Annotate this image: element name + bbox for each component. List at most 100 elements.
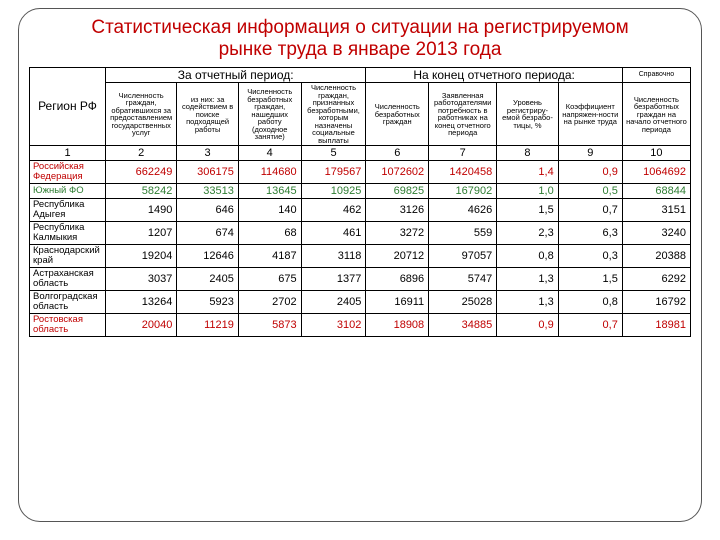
cell-value: 69825 [366,184,429,199]
page-title: Статистическая информация о ситуации на … [69,17,651,61]
cell-value: 3102 [301,313,366,336]
table-row: Астраханская область30372405675137768965… [30,268,691,291]
cell-value: 0,3 [558,245,622,268]
cell-value: 675 [238,268,301,291]
cell-value: 461 [301,222,366,245]
cell-value: 0,7 [558,313,622,336]
col-number: 10 [622,146,690,161]
header-row-groups: Регион РФ За отчетный период: На конец о… [30,67,691,83]
cell-value: 0,7 [558,199,622,222]
cell-value: 20040 [106,313,177,336]
cell-value: 19204 [106,245,177,268]
cell-value: 1377 [301,268,366,291]
col-subheader: Численность безработных граждан, нашедши… [238,83,301,146]
cell-region: Краснодарский край [30,245,106,268]
cell-value: 6,3 [558,222,622,245]
header-row-sub: Численность граждан, обратившихся за пре… [30,83,691,146]
cell-value: 0,5 [558,184,622,199]
col-group-ref: Справочно [622,67,690,83]
cell-value: 68 [238,222,301,245]
cell-value: 0,9 [558,161,622,184]
col-subheader: из них: за содействием в поиске подходящ… [177,83,238,146]
col-number: 7 [429,146,497,161]
col-subheader: Численность граждан, признанных безработ… [301,83,366,146]
cell-value: 34885 [429,313,497,336]
cell-region: Ростовская область [30,313,106,336]
col-number: 6 [366,146,429,161]
cell-value: 58242 [106,184,177,199]
cell-value: 179567 [301,161,366,184]
cell-value: 25028 [429,290,497,313]
cell-value: 6896 [366,268,429,291]
col-region: Регион РФ [30,67,106,146]
col-group-end: На конец отчетного периода: [366,67,622,83]
cell-value: 2702 [238,290,301,313]
cell-value: 20712 [366,245,429,268]
cell-value: 5923 [177,290,238,313]
cell-value: 1,5 [497,199,558,222]
cell-value: 1,0 [497,184,558,199]
cell-value: 4626 [429,199,497,222]
cell-value: 0,8 [497,245,558,268]
cell-value: 3272 [366,222,429,245]
cell-region: Волгоградская область [30,290,106,313]
col-subheader: Заявленная работодателями потребность в … [429,83,497,146]
col-subheader: Коэффициент напряжен-ности на рынке труд… [558,83,622,146]
col-subheader: Уровень регистриру-емой безрабо-тицы, % [497,83,558,146]
col-number: 3 [177,146,238,161]
cell-value: 114680 [238,161,301,184]
table-row: Ростовская область2004011219587331021890… [30,313,691,336]
cell-region: Республика Калмыкия [30,222,106,245]
cell-value: 12646 [177,245,238,268]
col-number: 1 [30,146,106,161]
col-subheader: Численность безработных граждан [366,83,429,146]
cell-value: 13264 [106,290,177,313]
table-row: Республика Адыгея1490646140462312646261,… [30,199,691,222]
cell-value: 1420458 [429,161,497,184]
cell-value: 97057 [429,245,497,268]
cell-value: 18981 [622,313,690,336]
cell-value: 674 [177,222,238,245]
col-group-period: За отчетный период: [106,67,366,83]
cell-value: 3037 [106,268,177,291]
cell-value: 4187 [238,245,301,268]
cell-value: 0,8 [558,290,622,313]
cell-value: 1207 [106,222,177,245]
cell-value: 1,3 [497,290,558,313]
cell-value: 1,3 [497,268,558,291]
cell-value: 33513 [177,184,238,199]
col-subheader: Численность безработных граждан на начал… [622,83,690,146]
data-table: Регион РФ За отчетный период: На конец о… [29,67,691,337]
cell-value: 559 [429,222,497,245]
cell-value: 6292 [622,268,690,291]
cell-value: 3118 [301,245,366,268]
cell-value: 3126 [366,199,429,222]
col-number: 2 [106,146,177,161]
cell-value: 646 [177,199,238,222]
cell-value: 462 [301,199,366,222]
cell-value: 2,3 [497,222,558,245]
cell-value: 1490 [106,199,177,222]
cell-value: 68844 [622,184,690,199]
cell-value: 140 [238,199,301,222]
cell-value: 20388 [622,245,690,268]
col-subheader: Численность граждан, обратившихся за пре… [106,83,177,146]
cell-value: 11219 [177,313,238,336]
cell-value: 16911 [366,290,429,313]
table-row: Краснодарский край1920412646418731182071… [30,245,691,268]
cell-value: 13645 [238,184,301,199]
cell-value: 3151 [622,199,690,222]
cell-region: Астраханская область [30,268,106,291]
cell-value: 662249 [106,161,177,184]
cell-value: 306175 [177,161,238,184]
table-row: Республика Калмыкия12076746846132725592,… [30,222,691,245]
cell-value: 1,4 [497,161,558,184]
table-row: Южный ФО58242335131364510925698251679021… [30,184,691,199]
cell-region: Республика Адыгея [30,199,106,222]
cell-value: 1072602 [366,161,429,184]
table-row: Волгоградская область1326459232702240516… [30,290,691,313]
col-number: 4 [238,146,301,161]
cell-value: 10925 [301,184,366,199]
cell-value: 1064692 [622,161,690,184]
cell-value: 1,5 [558,268,622,291]
